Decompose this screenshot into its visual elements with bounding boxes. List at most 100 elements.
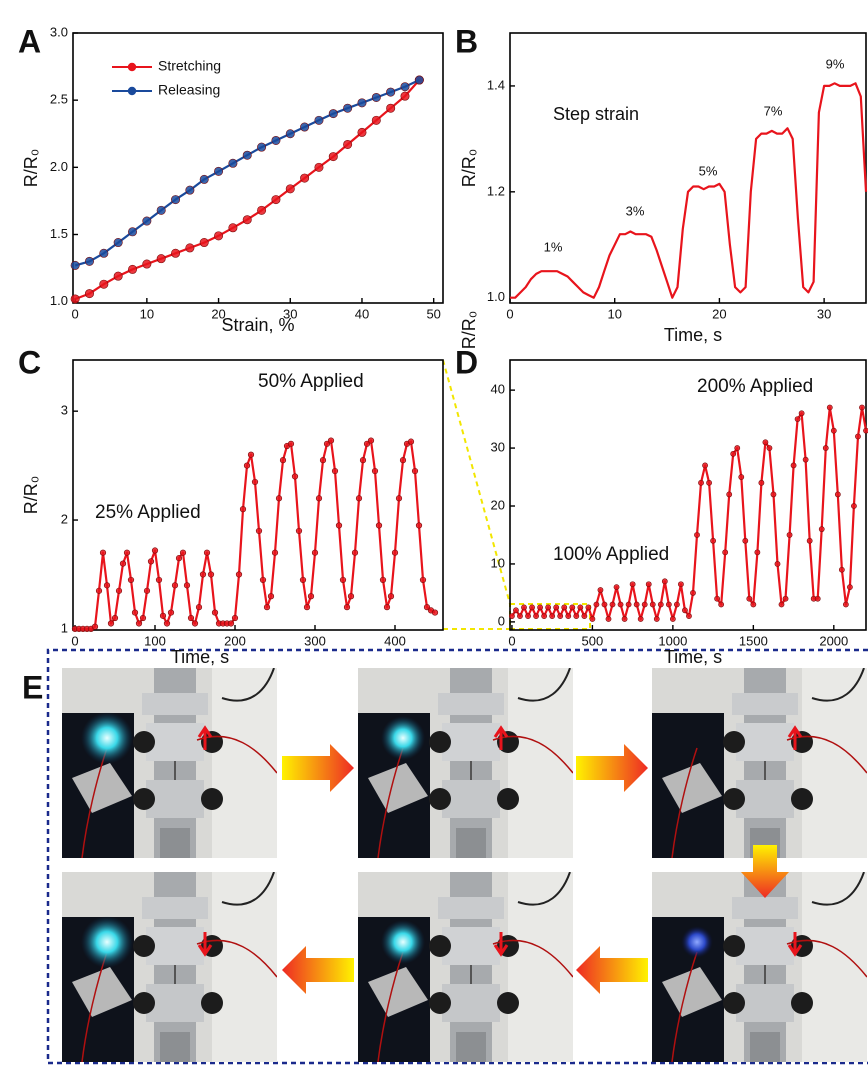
plot-frame [72,32,444,304]
x-axis-label: Time, s [664,325,722,345]
data-point [155,576,163,584]
data-point [191,620,199,627]
y-tick-label: 3 [61,403,68,418]
flow-arrow [282,946,354,994]
data-point [295,527,303,535]
data-point [730,450,737,457]
data-point [228,158,238,168]
data-point [597,587,604,593]
data-point [386,103,396,113]
x-axis-label: Time, s [171,647,229,667]
data-point [123,549,131,556]
data-point [577,604,584,611]
annotation: 200% Applied [697,376,813,397]
x-tick-label: 500 [582,633,604,648]
data-point [271,135,281,145]
data-point [163,620,171,627]
data-point [259,576,267,584]
chart: A Strain, % R/R₀ 0 10 20 30 40 50 1.0 1.5 2.0 2.5 3.0… [18,23,444,335]
data-point [738,474,745,480]
y-axis-label: R/R₀ [459,149,479,187]
data-point [84,289,94,299]
data-point [357,98,367,108]
y-axis-label: R/R₀ [459,311,479,349]
y-tick-label: 2 [61,511,68,526]
data-point [863,427,868,434]
data-point [383,604,391,611]
data-point [171,582,179,589]
data-point [255,527,263,535]
data-point [335,522,343,529]
data-point [665,601,672,608]
data-point [718,601,725,608]
data-point [633,601,640,608]
data-point [746,595,753,602]
data-point [851,503,857,509]
data-line [510,82,868,299]
data-point [247,451,255,458]
data-point [299,576,307,584]
data-point [826,404,833,411]
data-point [549,613,556,619]
data-point [127,576,135,584]
data-point [300,173,310,183]
data-point [239,506,247,513]
data-point [806,537,813,544]
data-point [147,558,155,565]
panel-label: A [18,23,41,59]
data-point [135,620,143,627]
data-point [371,92,381,102]
panel-label: E [22,669,43,705]
photo [358,872,573,1062]
data-point [355,495,363,502]
y-tick-label: 40 [491,382,505,397]
data-point [271,195,281,205]
data-point [593,601,600,608]
data-point [541,613,548,619]
y-axis-label: R/R₀ [21,149,41,187]
annotation: 9% [826,56,845,71]
x-tick-label: 200 [224,633,246,648]
x-tick-label: 2000 [819,633,848,648]
data-point [525,613,531,619]
data-point [589,616,596,622]
data-point [553,604,560,611]
chart: D Time, s R/R₀ 0 500 1000 1500 2000 0 10 20 30 40 100… [455,311,867,667]
data-point [758,479,765,486]
data-point [151,547,159,554]
flow-arrow [576,946,648,994]
data-point [529,604,535,611]
data-point [569,604,576,611]
y-tick-label: 1 [61,620,68,635]
data-point [838,566,845,573]
data-point [722,549,729,556]
x-tick-label: 0 [506,306,513,321]
x-tick-label: 20 [211,306,225,321]
legend-label: Releasing [158,82,220,98]
data-point [203,549,211,556]
data-point [187,614,195,622]
photo [358,668,573,858]
x-tick-label: 0 [72,306,79,321]
data-point [847,584,853,591]
data-point [107,620,115,627]
x-tick-label: 300 [304,633,326,648]
y-tick-label: 1.4 [487,77,505,92]
x-tick-label: 30 [817,306,831,321]
data-point [649,601,656,608]
x-tick-label: 400 [384,633,406,648]
y-tick-label: 10 [491,555,505,570]
data-point [645,581,652,588]
data-point [601,601,608,608]
data-point [257,205,267,215]
data-point [156,205,166,215]
data-point [706,479,712,486]
data-point [407,438,415,445]
legend-label: Stretching [158,58,221,74]
data-point [653,616,660,622]
data-point [613,584,620,591]
zoom-box [509,603,591,630]
data-point [70,260,80,270]
data-point [303,604,311,611]
